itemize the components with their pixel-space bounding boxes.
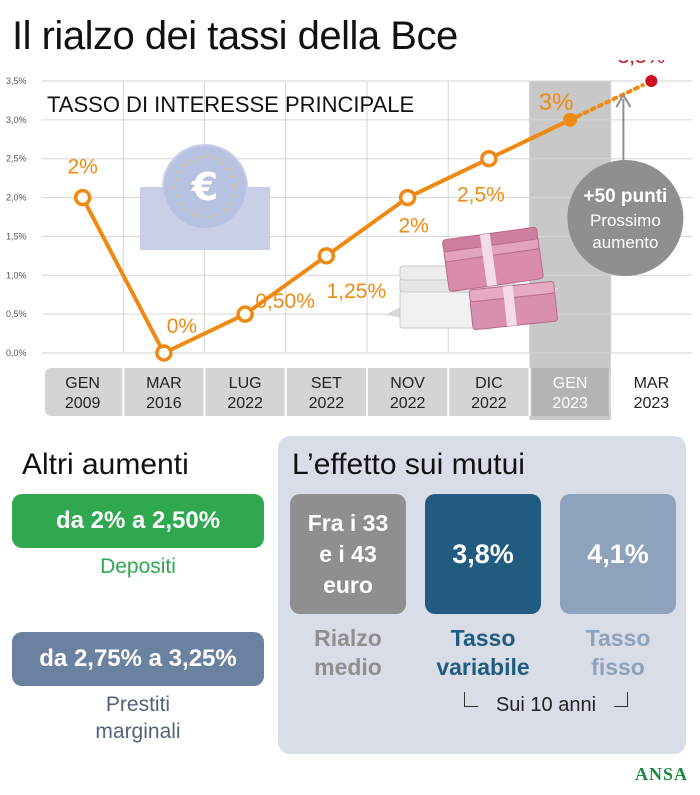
x-tick-label: 2022 (390, 395, 426, 412)
x-tick-label: DIC (475, 375, 503, 392)
y-tick-label: 2,5% (6, 154, 27, 164)
fisso-label-line-2: fisso (591, 654, 645, 680)
depositi-label-text: Depositi (100, 555, 176, 578)
data-point (480, 149, 498, 168)
euro-symbol-icon: € (140, 144, 270, 250)
rialzo-medio-box: Fra i 33 e i 43 euro (290, 494, 406, 614)
prestiti-marginali-label: Prestiti marginali (12, 691, 264, 745)
rialzo-value-line-2: e i 43 (319, 540, 377, 567)
depositi-rate-badge: da 2% a 2,50% (12, 494, 264, 548)
projected-line (568, 79, 654, 122)
annotation-bubble (567, 160, 684, 276)
tasso-variabile-label: Tasso variabile (418, 624, 548, 682)
data-point (563, 112, 578, 127)
prestiti-marginali-rate-value: da 2,75% a 3,25% (39, 645, 237, 672)
y-tick-label: 2,0% (6, 193, 27, 203)
annotation-line-2: Prossimo (590, 211, 661, 230)
tasso-fisso-label: Tasso fisso (560, 624, 676, 682)
x-tick-label: 2022 (309, 395, 345, 412)
x-tick-label: 2022 (471, 395, 507, 412)
x-tick-label: GEN (65, 375, 100, 392)
x-tick-label: NOV (390, 375, 425, 392)
y-tick-label: 0,0% (6, 348, 27, 358)
page-title: Il rialzo dei tassi della Bce (12, 14, 458, 58)
tasso-fisso-value: 4,1% (587, 538, 649, 569)
x-tick-label: 2022 (227, 395, 263, 412)
x-tick-label: 2009 (65, 395, 101, 412)
annotation-line-1: +50 punti (583, 186, 667, 207)
svg-text:€: € (191, 165, 218, 209)
rialzo-medio-label: Rialzo medio (290, 624, 406, 682)
data-point (236, 305, 254, 323)
rialzo-value-line-1: Fra i 33 (307, 509, 389, 536)
ten-year-bracket: Sui 10 anni (464, 692, 628, 718)
depositi-rate-value: da 2% a 2,50% (55, 507, 221, 534)
tasso-fisso-box: 4,1% (560, 494, 676, 614)
y-tick-label: 0,5% (6, 309, 27, 319)
ansa-logo: ANSA (634, 764, 688, 784)
x-tick-label: 2023 (634, 395, 670, 412)
y-tick-label: 3,0% (6, 115, 27, 125)
data-point (317, 247, 336, 265)
data-point (155, 344, 173, 362)
data-label: 3% (539, 89, 574, 116)
annotation-arrowhead (615, 93, 632, 108)
x-tick-label: MAR (146, 375, 182, 392)
variabile-label-line-2: variabile (436, 654, 530, 680)
rialzo-label-line-2: medio (314, 654, 382, 680)
data-point (398, 188, 417, 207)
x-tick-label: GEN (553, 375, 588, 392)
data-label: 2% (398, 215, 428, 238)
rialzo-label-line-1: Rialzo (314, 625, 382, 651)
data-label: 3,5% (617, 60, 665, 68)
euro-banknotes-icon (385, 226, 560, 331)
tasso-variabile-box: 3,8% (425, 494, 541, 614)
y-tick-label: 1,0% (6, 270, 27, 280)
data-label: 2,5% (457, 184, 505, 207)
data-label: 1,25% (327, 280, 387, 303)
prestiti-label-line-2: marginali (95, 720, 181, 743)
prestiti-marginali-rate-badge: da 2,75% a 3,25% (12, 632, 264, 686)
x-tick-label: 2016 (146, 395, 182, 412)
x-axis-band (45, 368, 611, 416)
x-tick-label: MAR (634, 375, 670, 392)
x-tick-label: 2023 (552, 395, 588, 412)
y-tick-label: 1,5% (6, 231, 27, 241)
data-label: 2% (67, 156, 97, 179)
altri-aumenti-title: Altri aumenti (22, 448, 189, 481)
x-axis-highlight-cell (531, 368, 609, 416)
projected-data-point (643, 73, 660, 89)
mortgage-effect-panel: L’effetto sui mutui Fra i 33 e i 43 euro… (278, 436, 686, 754)
rate-line-chart: € (6, 60, 692, 420)
mutui-title: L’effetto sui mutui (292, 448, 525, 481)
ten-year-bracket-label: Sui 10 anni (495, 694, 597, 716)
variabile-label-line-1: Tasso (450, 625, 516, 651)
x-tick-label: LUG (229, 375, 262, 392)
fisso-label-line-1: Tasso (585, 625, 651, 651)
depositi-label: Depositi (12, 553, 264, 580)
data-label: 0% (167, 315, 197, 338)
annotation-line-3: aumento (592, 233, 658, 252)
rialzo-value-line-3: euro (323, 571, 373, 598)
data-point (73, 188, 92, 207)
x-tick-label: SET (311, 375, 342, 392)
chart-subtitle: TASSO DI INTERESSE PRINCIPALE (47, 92, 414, 117)
prestiti-label-line-1: Prestiti (105, 693, 171, 716)
y-tick-label: 3,5% (6, 76, 27, 86)
data-label: 0,50% (255, 290, 315, 313)
tasso-variabile-value: 3,8% (452, 538, 514, 569)
